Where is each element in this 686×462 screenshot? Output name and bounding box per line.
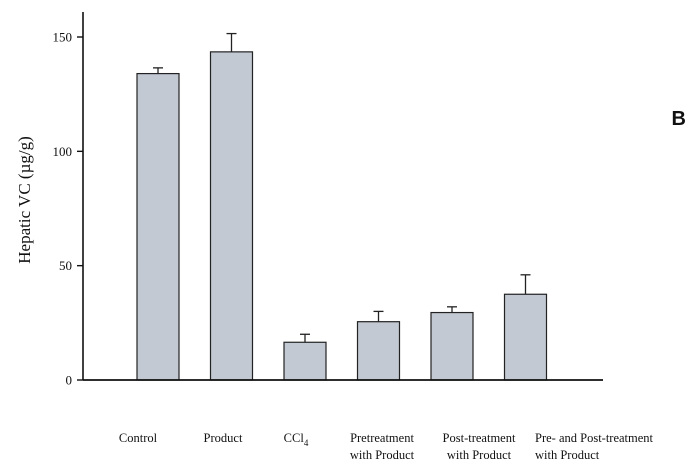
category-label: Pre- and Post-treatment with Product [535, 431, 654, 462]
bar [430, 311, 474, 381]
y-tick-label: 0 [66, 373, 73, 388]
category-label: Pretreatment with Product [350, 431, 415, 462]
category-label: CCl4 [284, 431, 309, 448]
x-axis: Control Product CCl4 Pretreatment with Produ… [83, 379, 654, 462]
bar [136, 72, 180, 381]
y-tick-label: 100 [53, 144, 73, 159]
bar [503, 293, 548, 381]
y-axis: 0 50 100 150 [53, 12, 84, 388]
panel-letter: B [672, 108, 686, 130]
y-tick-label: 50 [59, 258, 72, 273]
bar [283, 341, 327, 381]
bars [136, 32, 548, 381]
bar [356, 321, 401, 381]
category-label: Control [119, 431, 158, 445]
category-label: Post-treatment with Product [443, 431, 516, 462]
y-tick-label: 150 [53, 30, 73, 45]
bar [209, 51, 254, 381]
category-label: Product [204, 431, 243, 445]
y-axis-label: Hepatic VC (µg/g) [15, 136, 34, 264]
